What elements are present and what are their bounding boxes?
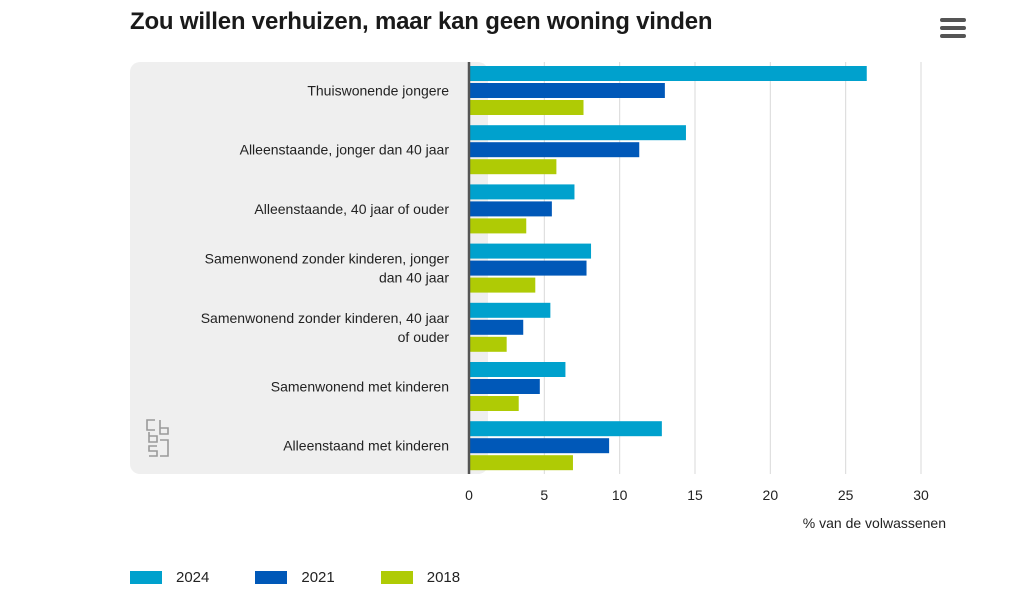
category-panel [130, 62, 488, 474]
x-tick-label-10: 10 [612, 487, 628, 503]
bar-2018-cat0 [469, 100, 584, 115]
bar-2021-cat3 [469, 260, 587, 276]
category-label-3: Samenwonend zonder kinderen, jonger dan 4… [205, 251, 450, 286]
category-label-line: Alleenstaand met kinderen [283, 438, 449, 454]
category-label-line: Thuiswonende jongere [307, 83, 449, 99]
bar-2018-cat1 [469, 159, 557, 175]
legend-label-2018: 2018 [426, 569, 461, 586]
category-label-line: Samenwonend met kinderen [271, 379, 449, 395]
bar-2024-cat2 [469, 184, 575, 200]
bar-2018-cat6 [469, 455, 573, 471]
bar-2021-cat4 [469, 319, 524, 335]
legend-item-2021[interactable]: 2021 [255, 569, 335, 586]
x-axis-title: % van de volwassenen [803, 515, 946, 531]
legend: 2024 2021 2018 [130, 569, 460, 586]
category-label-4: Samenwonend zonder kinderen, 40 jaar of o… [201, 310, 450, 345]
x-tick-label-0: 0 [465, 487, 473, 503]
bar-2018-cat3 [469, 277, 536, 293]
legend-item-2024[interactable]: 2024 [130, 569, 209, 586]
x-tick-label-5: 5 [540, 487, 548, 503]
x-tick-label-25: 25 [838, 487, 854, 503]
chart-title: Zou willen verhuizen, maar kan geen woni… [130, 8, 713, 35]
bar-2021-cat1 [469, 142, 640, 158]
bar-2024-cat1 [469, 125, 686, 141]
hamburger-menu-icon[interactable] [940, 18, 966, 40]
bar-2021-cat0 [469, 83, 665, 98]
bar-2024-cat3 [469, 243, 592, 259]
bar-2021-cat6 [469, 438, 610, 454]
category-label-0: Thuiswonende jongere [307, 83, 449, 99]
legend-label-2021: 2021 [301, 569, 335, 586]
category-label-6: Alleenstaand met kinderen [283, 438, 449, 454]
category-label-line: Samenwonend zonder kinderen, jonger [205, 251, 450, 267]
legend-swatch-2021 [255, 571, 288, 584]
bar-2024-cat4 [469, 302, 551, 318]
bar-2018-cat2 [469, 218, 527, 234]
x-tick-label-30: 30 [913, 487, 929, 503]
category-label-2: Alleenstaande, 40 jaar of ouder [254, 201, 449, 217]
category-label-line: dan 40 jaar [379, 270, 449, 286]
bar-2021-cat2 [469, 201, 552, 217]
bar-2024-cat6 [469, 421, 662, 437]
x-tick-label-15: 15 [687, 487, 703, 503]
x-tick-label-20: 20 [763, 487, 779, 503]
category-label-5: Samenwonend met kinderen [271, 379, 449, 395]
legend-item-2018[interactable]: 2018 [380, 569, 461, 586]
category-label-1: Alleenstaande, jonger dan 40 jaar [240, 142, 450, 158]
bar-2024-cat5 [469, 362, 566, 377]
bar-2021-cat5 [469, 379, 540, 394]
category-label-line: Alleenstaande, jonger dan 40 jaar [240, 142, 450, 158]
legend-swatch-2024 [130, 571, 162, 584]
cbs-logo-icon [146, 419, 169, 457]
category-label-line: Alleenstaande, 40 jaar of ouder [254, 201, 449, 217]
category-label-line: Samenwonend zonder kinderen, 40 jaar [201, 310, 450, 326]
bar-2018-cat4 [469, 336, 507, 352]
bar-chart: Thuiswonende jongere Alleenstaande, jonge… [130, 62, 946, 531]
bar-2024-cat0 [469, 66, 867, 81]
bar-2018-cat5 [469, 396, 519, 411]
legend-label-2024: 2024 [176, 569, 210, 586]
legend-swatch-2018 [380, 571, 413, 584]
category-label-line: of ouder [398, 329, 450, 345]
